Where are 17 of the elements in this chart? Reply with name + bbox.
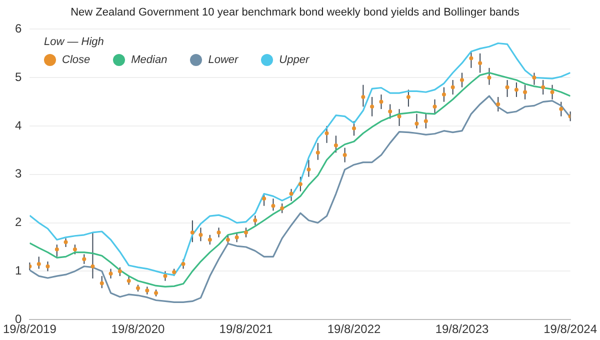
y-tick-label: 6 xyxy=(15,22,22,36)
legend-label: Lower xyxy=(208,54,238,66)
legend-title: Low — High xyxy=(44,36,105,48)
x-tick-label: 19/8/2021 xyxy=(219,322,274,336)
y-tick-label: 5 xyxy=(15,70,22,84)
y-tick-label: 2 xyxy=(15,215,22,230)
y-tick-label: 3 xyxy=(15,166,22,181)
legend-label: Median xyxy=(131,54,168,66)
x-tick-label: 19/8/2022 xyxy=(327,322,382,336)
legend-label: Upper xyxy=(279,54,310,66)
x-tick-label: 19/8/2023 xyxy=(435,322,490,336)
legend-label: Close xyxy=(62,54,90,66)
y-tick-label: 1 xyxy=(15,264,22,278)
chart-title: New Zealand Government 10 year benchmark bond weekly bond yields and Bollinger bands xyxy=(70,6,520,19)
x-tick-label: 19/8/2024 xyxy=(544,322,598,336)
x-tick-label: 19/8/2020 xyxy=(111,322,166,336)
y-tick-label: 4 xyxy=(15,118,22,132)
